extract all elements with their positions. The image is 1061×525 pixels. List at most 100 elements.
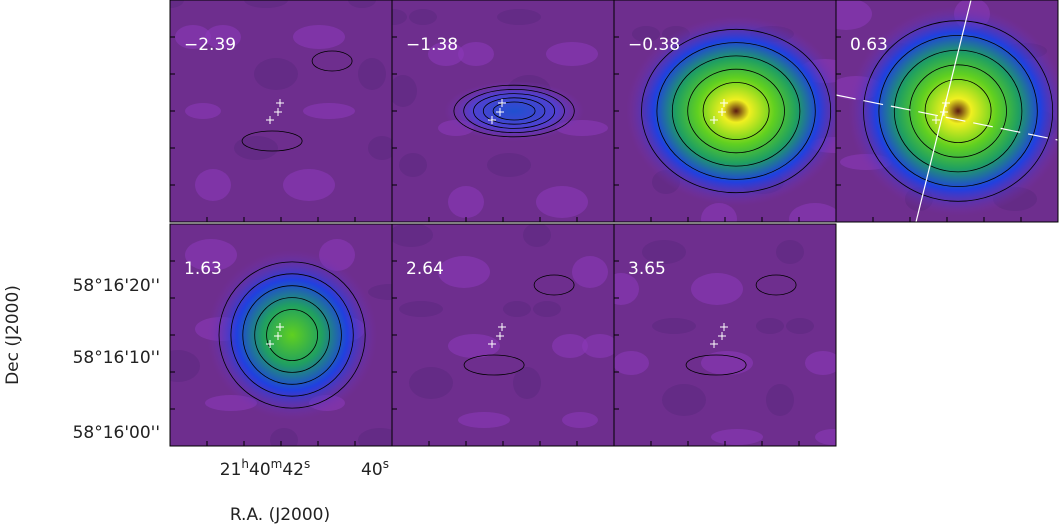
contour xyxy=(685,354,747,376)
noise-blob xyxy=(185,239,237,271)
contour xyxy=(687,68,785,154)
noise-blob xyxy=(438,256,490,288)
source-marker xyxy=(940,108,948,116)
contour xyxy=(241,130,303,152)
contour xyxy=(242,285,342,385)
noise-blob xyxy=(270,428,298,446)
noise-blob xyxy=(358,58,386,90)
noise-blob xyxy=(632,26,660,42)
noise-blob xyxy=(766,384,794,416)
noise-blob xyxy=(786,318,814,334)
velocity-label: −0.38 xyxy=(628,35,680,55)
noise-blob xyxy=(244,0,288,8)
source-marker xyxy=(276,323,284,331)
source-marker xyxy=(720,323,728,331)
contour xyxy=(656,42,816,180)
noise-blob xyxy=(428,42,464,66)
noise-blob xyxy=(614,273,639,305)
contour xyxy=(671,55,801,167)
x-axis-title: R.A. (J2000) xyxy=(230,505,330,525)
y-tick-label: 58°16'10'' xyxy=(73,348,160,368)
y-axis-title: Dec (J2000) xyxy=(3,285,23,385)
noise-blob xyxy=(789,203,836,222)
noise-blob xyxy=(358,428,392,446)
noise-blob xyxy=(205,25,241,49)
noise-blob xyxy=(368,136,392,160)
noise-blob xyxy=(409,9,437,25)
source-marker xyxy=(932,116,940,124)
noise-blob xyxy=(614,351,649,375)
emission xyxy=(207,250,378,420)
contour xyxy=(230,273,354,397)
source-marker xyxy=(276,99,284,107)
noise-blob xyxy=(368,284,392,300)
contour xyxy=(755,274,797,296)
noise-blob xyxy=(546,42,598,66)
contour xyxy=(453,84,575,138)
noise-blob xyxy=(756,318,784,334)
source-marker xyxy=(496,108,504,116)
noise-blob xyxy=(562,412,598,428)
panel-content xyxy=(614,0,836,222)
noise-blob xyxy=(234,136,278,160)
contour xyxy=(702,82,770,140)
contour xyxy=(863,20,1054,202)
channel-panel: 3.65 xyxy=(613,223,837,447)
noise-blob xyxy=(711,429,763,445)
cut-line xyxy=(836,94,1058,141)
panel-content xyxy=(392,0,614,222)
noise-blob xyxy=(175,25,211,49)
noise-blob xyxy=(170,350,200,382)
noise-blob xyxy=(662,384,706,416)
contour xyxy=(266,309,319,361)
velocity-label: 2.64 xyxy=(406,259,444,279)
contour xyxy=(924,79,992,143)
noise-blob xyxy=(691,273,743,305)
noise-blob xyxy=(523,224,551,247)
emission xyxy=(444,81,585,141)
y-tick-label: 58°16'00'' xyxy=(73,423,160,443)
source-marker xyxy=(720,99,728,107)
source-marker xyxy=(266,340,274,348)
noise-blob xyxy=(303,103,355,119)
noise-blob xyxy=(185,103,221,119)
contour xyxy=(473,93,556,129)
noise-blob xyxy=(448,186,484,218)
noise-blob xyxy=(701,203,737,222)
noise-blob xyxy=(399,153,427,177)
noise-blob xyxy=(503,301,531,317)
velocity-label: 3.65 xyxy=(628,259,666,279)
noise-blob xyxy=(458,42,494,66)
noise-blob xyxy=(652,318,696,334)
noise-blob xyxy=(458,412,510,428)
x-tick-label: 40s xyxy=(361,457,389,480)
noise-blob xyxy=(170,0,184,8)
source-marker xyxy=(274,108,282,116)
noise-blob xyxy=(836,0,872,30)
channel-panel: 1.63 xyxy=(169,223,393,447)
source-marker xyxy=(710,340,718,348)
panel-content xyxy=(614,224,836,446)
panel-content xyxy=(392,224,614,446)
noise-blob xyxy=(392,75,417,107)
noise-blob xyxy=(805,351,836,375)
channel-panel: 2.64 xyxy=(391,223,615,447)
noise-blob xyxy=(533,301,561,317)
noise-blob xyxy=(776,240,804,264)
noise-blob xyxy=(513,367,541,399)
velocity-label: −1.38 xyxy=(406,35,458,55)
noise-blob xyxy=(399,301,443,317)
velocity-label: −2.39 xyxy=(184,35,236,55)
panel-content xyxy=(170,0,392,222)
source-marker xyxy=(710,116,718,124)
panel-content xyxy=(170,224,392,446)
source-marker xyxy=(498,323,506,331)
noise-blob xyxy=(552,334,588,358)
source-marker xyxy=(718,332,726,340)
velocity-label: 0.63 xyxy=(850,35,888,55)
contour xyxy=(218,261,366,409)
contour xyxy=(254,297,330,373)
contour xyxy=(878,35,1038,187)
noise-blob xyxy=(448,334,500,358)
